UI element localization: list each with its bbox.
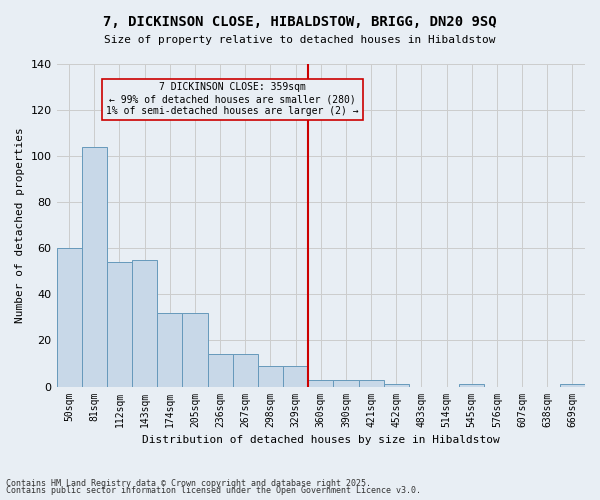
Bar [258,366,283,386]
Bar [233,354,258,386]
Bar [56,248,82,386]
Text: 7 DICKINSON CLOSE: 359sqm
← 99% of detached houses are smaller (280)
1% of semi-: 7 DICKINSON CLOSE: 359sqm ← 99% of detac… [106,82,359,116]
Text: Contains public sector information licensed under the Open Government Licence v3: Contains public sector information licen… [6,486,421,495]
Bar [359,380,383,386]
Bar [157,313,182,386]
Bar [383,384,409,386]
Bar [283,366,308,386]
Text: Size of property relative to detached houses in Hibaldstow: Size of property relative to detached ho… [104,35,496,45]
Text: Contains HM Land Registry data © Crown copyright and database right 2025.: Contains HM Land Registry data © Crown c… [6,478,371,488]
Bar [82,147,107,386]
Bar [459,384,484,386]
Bar [132,260,157,386]
Bar [334,380,359,386]
X-axis label: Distribution of detached houses by size in Hibaldstow: Distribution of detached houses by size … [142,435,500,445]
Bar [182,313,208,386]
Bar [308,380,334,386]
Bar [107,262,132,386]
Text: 7, DICKINSON CLOSE, HIBALDSTOW, BRIGG, DN20 9SQ: 7, DICKINSON CLOSE, HIBALDSTOW, BRIGG, D… [103,15,497,29]
Bar [560,384,585,386]
Y-axis label: Number of detached properties: Number of detached properties [15,128,25,323]
Bar [208,354,233,386]
